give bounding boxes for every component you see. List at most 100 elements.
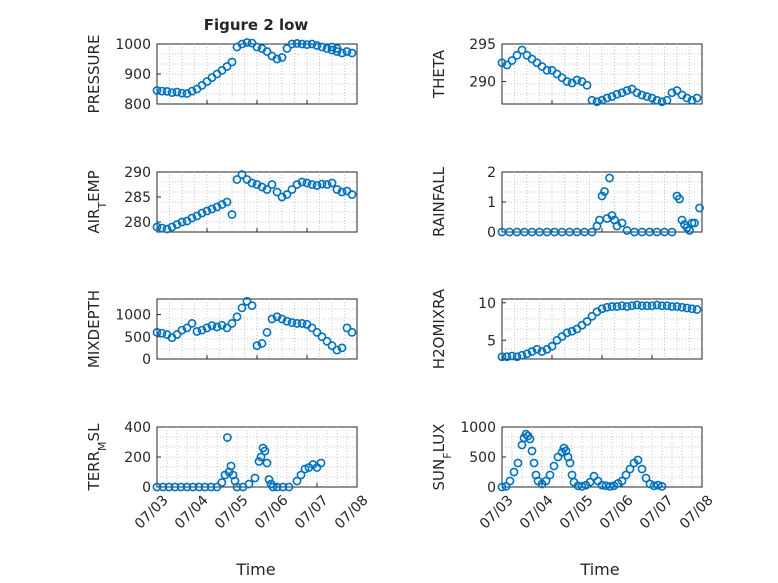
data-point [167,88,177,97]
data-point [207,204,217,214]
data-point [565,458,575,468]
data-point [332,47,342,56]
data-point [573,481,583,491]
data-point [262,47,272,56]
data-point [307,39,317,49]
data-point [497,352,507,362]
data-point [682,303,692,313]
data-point [277,192,287,202]
data-point [292,319,302,328]
data-point [529,458,539,468]
data-point [192,327,202,336]
data-point [296,470,306,480]
data-point [227,57,237,67]
data-point [322,336,332,346]
data-point [237,303,247,313]
data-point [642,92,652,101]
data-point [292,39,302,48]
data-point [172,87,182,97]
x-axis-label-left: Time [235,560,275,579]
data-point [597,191,607,201]
data-point [667,302,677,311]
data-point [177,217,187,227]
data-point [222,197,232,207]
data-point [172,220,182,229]
data-point [227,210,237,219]
subplot-3: 280 285 290 AIRTEMP [85,165,358,234]
data-point [687,95,697,105]
data-point [625,464,635,474]
data-point [157,328,167,338]
data-point [637,301,647,311]
data-point [272,312,282,322]
data-point [277,53,287,62]
data-point [667,88,677,98]
subplot-5: 0 500 1000 MIXDEPTH [85,290,358,368]
data-point [647,301,657,311]
data-point [164,482,174,492]
data-point [327,42,337,52]
y-tick-label: 200 [124,450,151,466]
data-point [507,351,517,361]
data-point [507,56,517,65]
data-point [605,481,615,491]
data-point [307,180,317,189]
subplot-8: 0 500 1000 07/03 07/04 07/05 07/06 07/07 07/08 SU… [430,420,717,532]
data-point [297,177,307,187]
data-point [167,222,177,232]
data-point [152,86,162,95]
data-point [227,319,237,328]
data-point [162,224,172,234]
data-point [642,301,652,311]
y-tick-label: 0 [142,480,151,496]
data-point [542,65,552,75]
x-tick-label: 07/03 [132,492,172,532]
x-tick-label: 07/07 [292,492,332,532]
data-point [187,213,197,223]
data-point [327,45,337,55]
x-tick-label: 07/03 [477,492,517,532]
data-point [342,323,352,333]
data-point [316,458,326,468]
y-tick-label: 280 [124,215,151,231]
data-point [337,48,347,58]
data-point [527,347,537,356]
data-point [621,470,631,480]
data-point [254,457,264,466]
data-point [347,327,357,337]
data-point [187,319,197,328]
data-point [653,480,663,490]
data-point [317,332,327,342]
y-tick-label: 2 [487,165,496,181]
data-point [312,181,322,190]
data-point [244,479,254,489]
data-point [502,352,512,362]
data-point [237,39,247,49]
data-point [278,482,288,492]
data-point [287,39,297,49]
data-point [582,317,592,326]
data-point [177,88,187,98]
data-point [347,48,357,58]
subplot-6: 5 10 H2OMIXRA [430,288,703,369]
data-point [649,481,659,491]
data-point [200,482,210,492]
data-point [264,475,274,484]
data-point [532,344,542,354]
data-point [197,208,207,218]
data-point [587,311,597,321]
data-point [641,473,651,483]
data-point [247,301,257,311]
x-tick-label: 07/07 [637,492,677,532]
data-point [177,325,187,335]
y-tick-label: 0 [487,480,496,496]
y-tick-label: 0 [487,225,496,241]
data-point [597,304,607,314]
data-point [267,314,277,324]
data-point [677,302,687,312]
data-point [541,476,551,486]
data-point [194,482,204,492]
data-point [517,45,527,55]
data-point [597,480,607,490]
